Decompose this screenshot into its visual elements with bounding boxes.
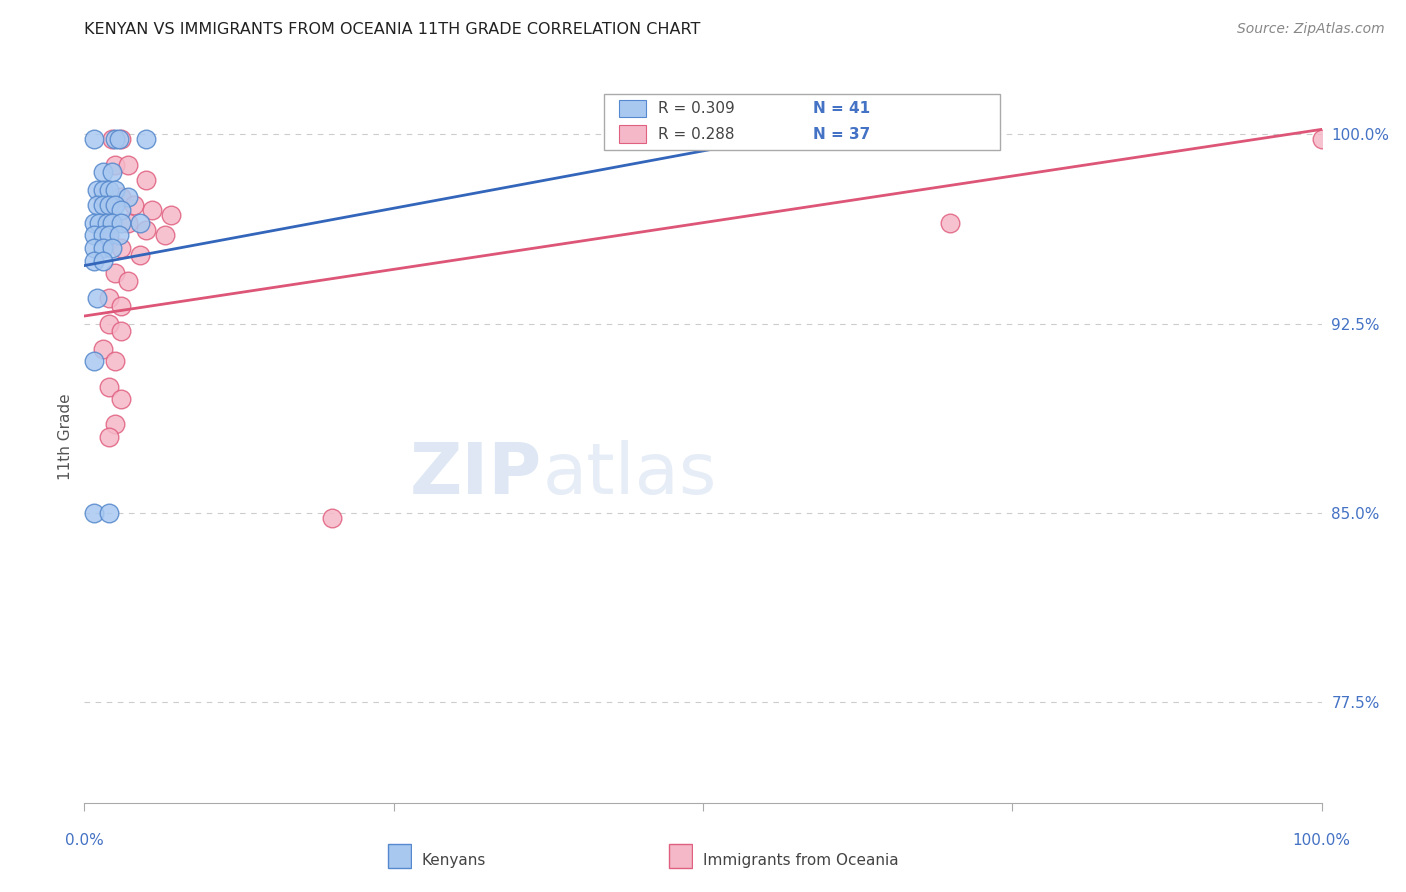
- Point: [86, 183, 108, 197]
- Point: [135, 223, 157, 237]
- Point: [104, 417, 127, 432]
- Point: [83, 132, 105, 146]
- Point: [104, 158, 127, 172]
- Point: [104, 183, 127, 197]
- Point: [91, 198, 114, 212]
- FancyBboxPatch shape: [619, 125, 647, 143]
- Point: [91, 241, 114, 255]
- Point: [83, 354, 105, 368]
- Point: [1310, 132, 1333, 146]
- Text: N = 37: N = 37: [813, 127, 870, 142]
- Point: [100, 165, 122, 179]
- Point: [117, 190, 139, 204]
- Point: [96, 216, 118, 230]
- Point: [98, 228, 121, 243]
- Point: [98, 291, 121, 305]
- Point: [98, 208, 121, 222]
- Text: KENYAN VS IMMIGRANTS FROM OCEANIA 11TH GRADE CORRELATION CHART: KENYAN VS IMMIGRANTS FROM OCEANIA 11TH G…: [84, 22, 700, 37]
- Point: [91, 165, 114, 179]
- Point: [98, 183, 121, 197]
- Point: [754, 132, 776, 146]
- Point: [100, 216, 122, 230]
- Point: [104, 132, 127, 146]
- Point: [108, 228, 131, 243]
- Point: [122, 198, 145, 212]
- Point: [110, 216, 132, 230]
- Point: [104, 354, 127, 368]
- Point: [91, 228, 114, 243]
- Point: [98, 506, 121, 520]
- Point: [100, 132, 122, 146]
- Y-axis label: 11th Grade: 11th Grade: [58, 393, 73, 481]
- FancyBboxPatch shape: [669, 844, 692, 869]
- Point: [83, 241, 105, 255]
- Point: [98, 430, 121, 444]
- Point: [91, 183, 114, 197]
- Point: [83, 216, 105, 230]
- Point: [153, 228, 176, 243]
- Text: atlas: atlas: [543, 441, 717, 509]
- Point: [939, 216, 962, 230]
- Point: [91, 342, 114, 356]
- Point: [86, 291, 108, 305]
- Point: [83, 253, 105, 268]
- Point: [160, 208, 183, 222]
- Point: [89, 216, 111, 230]
- Point: [117, 158, 139, 172]
- Text: 100.0%: 100.0%: [1292, 833, 1351, 848]
- Point: [129, 248, 152, 262]
- Point: [110, 392, 132, 407]
- Point: [91, 253, 114, 268]
- Point: [135, 132, 157, 146]
- Point: [98, 198, 121, 212]
- Point: [141, 203, 163, 218]
- Point: [100, 241, 122, 255]
- Text: R = 0.309: R = 0.309: [658, 101, 735, 116]
- FancyBboxPatch shape: [605, 94, 1000, 150]
- Point: [104, 266, 127, 280]
- Text: Kenyans: Kenyans: [422, 854, 486, 868]
- Point: [86, 198, 108, 212]
- Point: [110, 190, 132, 204]
- Point: [83, 228, 105, 243]
- Point: [98, 317, 121, 331]
- Point: [135, 173, 157, 187]
- Text: N = 41: N = 41: [813, 101, 870, 116]
- Point: [110, 324, 132, 338]
- Point: [110, 241, 132, 255]
- Point: [117, 274, 139, 288]
- Point: [129, 216, 152, 230]
- Text: Immigrants from Oceania: Immigrants from Oceania: [703, 854, 898, 868]
- Point: [83, 506, 105, 520]
- Text: 0.0%: 0.0%: [65, 833, 104, 848]
- Point: [321, 510, 343, 524]
- Point: [110, 203, 132, 218]
- Point: [98, 233, 121, 247]
- FancyBboxPatch shape: [619, 100, 647, 118]
- Text: R = 0.288: R = 0.288: [658, 127, 735, 142]
- Point: [98, 379, 121, 393]
- FancyBboxPatch shape: [388, 844, 411, 869]
- Point: [110, 132, 132, 146]
- Point: [117, 216, 139, 230]
- Point: [104, 198, 127, 212]
- Point: [108, 132, 131, 146]
- Point: [91, 190, 114, 204]
- Text: ZIP: ZIP: [411, 441, 543, 509]
- Text: Source: ZipAtlas.com: Source: ZipAtlas.com: [1237, 22, 1385, 37]
- Point: [110, 299, 132, 313]
